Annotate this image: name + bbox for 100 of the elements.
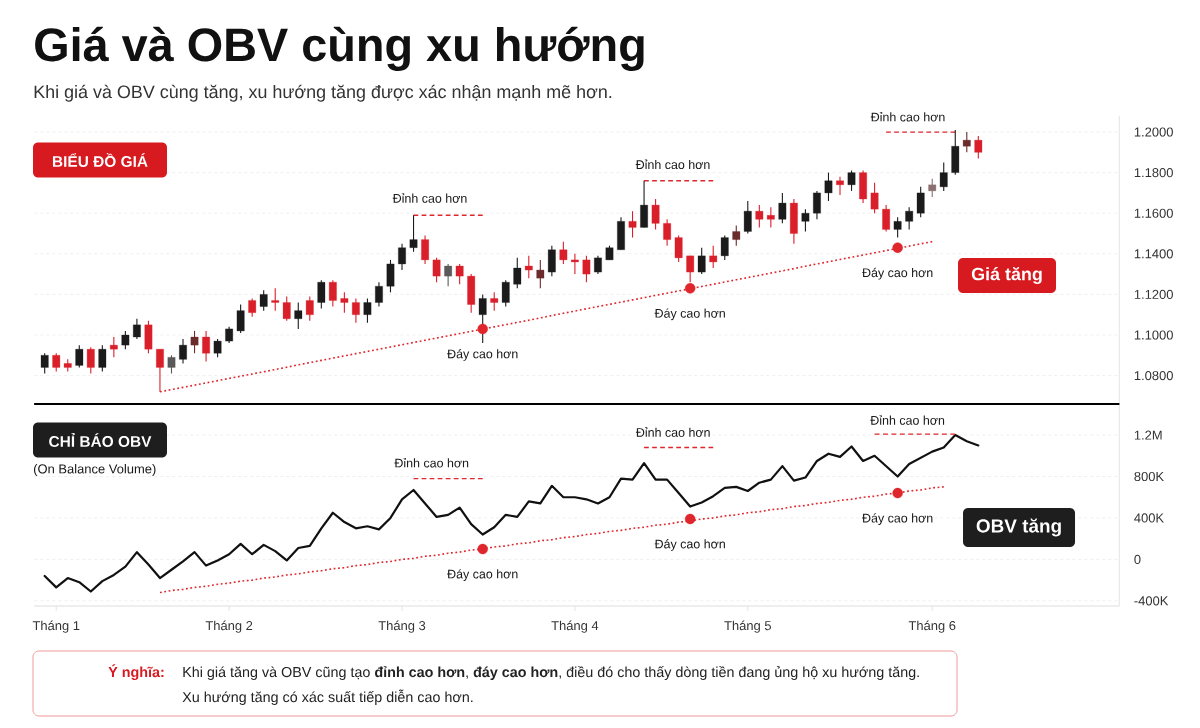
candlestick — [421, 234, 429, 265]
y-tick-label: 400K — [1134, 513, 1164, 523]
candlestick — [582, 255, 591, 283]
candlestick — [524, 255, 533, 279]
candlestick — [409, 214, 418, 253]
candlestick — [801, 208, 810, 233]
point — [684, 283, 696, 294]
candlestick — [444, 263, 452, 287]
point — [892, 487, 903, 499]
y-tick-label: 1.2000 — [1134, 127, 1173, 137]
y-tick-label: 1.1600 — [1134, 208, 1173, 218]
candlestick — [167, 354, 176, 375]
candlestick — [478, 293, 487, 344]
y-tick-label: 800K — [1134, 471, 1164, 482]
candlestick — [594, 255, 602, 275]
annotation: Đáy cao hơn — [654, 308, 725, 321]
annotation: Đáy cao hơn — [447, 569, 518, 581]
candlestick — [213, 338, 222, 358]
y-tick-label: 1.1000 — [1134, 330, 1173, 340]
annotation: Đỉnh cao hơn — [392, 193, 467, 203]
point — [477, 543, 488, 555]
candlestick — [628, 210, 637, 239]
text: Khi giá tăng và OBV cũng tạo đỉnh cao hơn, đáy cao hơn, điều đó cho thấy dòng tiền đang ủng hộ xu hướng tăng. — [183, 665, 919, 680]
candlestick — [490, 291, 499, 312]
candlestick — [513, 257, 522, 289]
point — [892, 242, 903, 253]
x-tick-label: Tháng 3 — [378, 620, 426, 633]
candlestick — [329, 279, 337, 308]
x-tick-label: Tháng 1 — [32, 620, 80, 633]
annotation: Đỉnh cao hơn — [870, 111, 945, 122]
text: CHỈ BÁO OBV — [49, 433, 152, 447]
text: Ý nghĩa: — [108, 664, 164, 681]
y-tick-label: 1.1800 — [1134, 168, 1173, 178]
candlestick — [432, 257, 441, 283]
candlestick — [651, 198, 660, 230]
candlestick — [86, 346, 95, 375]
text: Giá và OBV cùng xu hướng — [35, 26, 644, 71]
y-tick-label: -400K — [1134, 596, 1169, 606]
y-tick-label: 1.2M — [1134, 430, 1162, 440]
candlestick — [398, 243, 406, 271]
candlestick — [778, 192, 787, 224]
annotation: Đỉnh cao hơn — [870, 415, 945, 425]
candlestick — [674, 234, 683, 263]
candlestick — [386, 259, 395, 293]
candlestick — [893, 216, 902, 239]
text: (On Balance Volume) — [34, 463, 156, 477]
candlestick — [317, 279, 326, 310]
x-tick-label: Tháng 5 — [724, 620, 771, 633]
candlestick — [294, 301, 303, 330]
candlestick — [571, 253, 579, 275]
candlestick — [363, 297, 372, 324]
candlestick — [697, 247, 706, 275]
candlestick — [939, 161, 948, 192]
annotation: Đỉnh cao hơn — [635, 427, 710, 437]
candlestick — [375, 281, 383, 308]
candlestick — [847, 170, 856, 192]
candlestick — [236, 304, 245, 334]
annotation: OBV tăng — [976, 518, 1061, 537]
candlestick — [962, 131, 971, 153]
y-tick-label: 1.0800 — [1134, 370, 1173, 381]
annotation: Đáy cao hơn — [654, 539, 725, 551]
candlestick — [75, 344, 84, 369]
y-tick-label: 0 — [1134, 554, 1141, 564]
candlestick — [536, 259, 545, 289]
x-tick-label: Tháng 4 — [551, 620, 599, 633]
candlestick — [179, 338, 187, 364]
candlestick — [133, 318, 141, 340]
point — [477, 323, 488, 335]
annotation: Đỉnh cao hơn — [635, 159, 710, 170]
candlestick — [282, 295, 291, 322]
candlestick — [640, 180, 648, 228]
point — [684, 513, 696, 525]
candlestick — [559, 241, 568, 265]
candlestick — [732, 224, 741, 247]
candlestick — [663, 218, 671, 247]
text: BIỂU ĐỒ GIÁ — [52, 153, 148, 167]
candlestick — [916, 186, 925, 218]
candlestick — [870, 182, 879, 214]
candlestick — [40, 352, 49, 375]
candlestick — [974, 135, 983, 159]
text: Khi giá và OBV cùng tăng, xu hướng tăng được xác nhận mạnh mẽ hơn. — [34, 84, 612, 102]
candlestick — [352, 297, 360, 324]
candlestick — [52, 352, 61, 373]
candlestick — [259, 289, 268, 312]
candlestick — [743, 200, 752, 235]
y-tick-label: 1.1200 — [1134, 289, 1173, 299]
candlestick — [121, 330, 130, 350]
y-tick-label: 1.1400 — [1134, 249, 1173, 259]
candlestick — [98, 344, 107, 373]
candlestick — [305, 295, 314, 322]
candlestick — [501, 279, 510, 308]
line-series — [159, 486, 945, 594]
text: Xu hướng tăng có xác suất tiếp diễn cao hơn. — [182, 689, 473, 705]
x-tick-label: Tháng 2 — [205, 620, 253, 633]
candlestick — [755, 204, 764, 228]
x-tick-label: Tháng 6 — [908, 620, 956, 633]
candlestick — [190, 330, 199, 354]
candlestick — [882, 204, 890, 233]
candlestick — [709, 245, 718, 269]
candlestick — [767, 206, 775, 228]
